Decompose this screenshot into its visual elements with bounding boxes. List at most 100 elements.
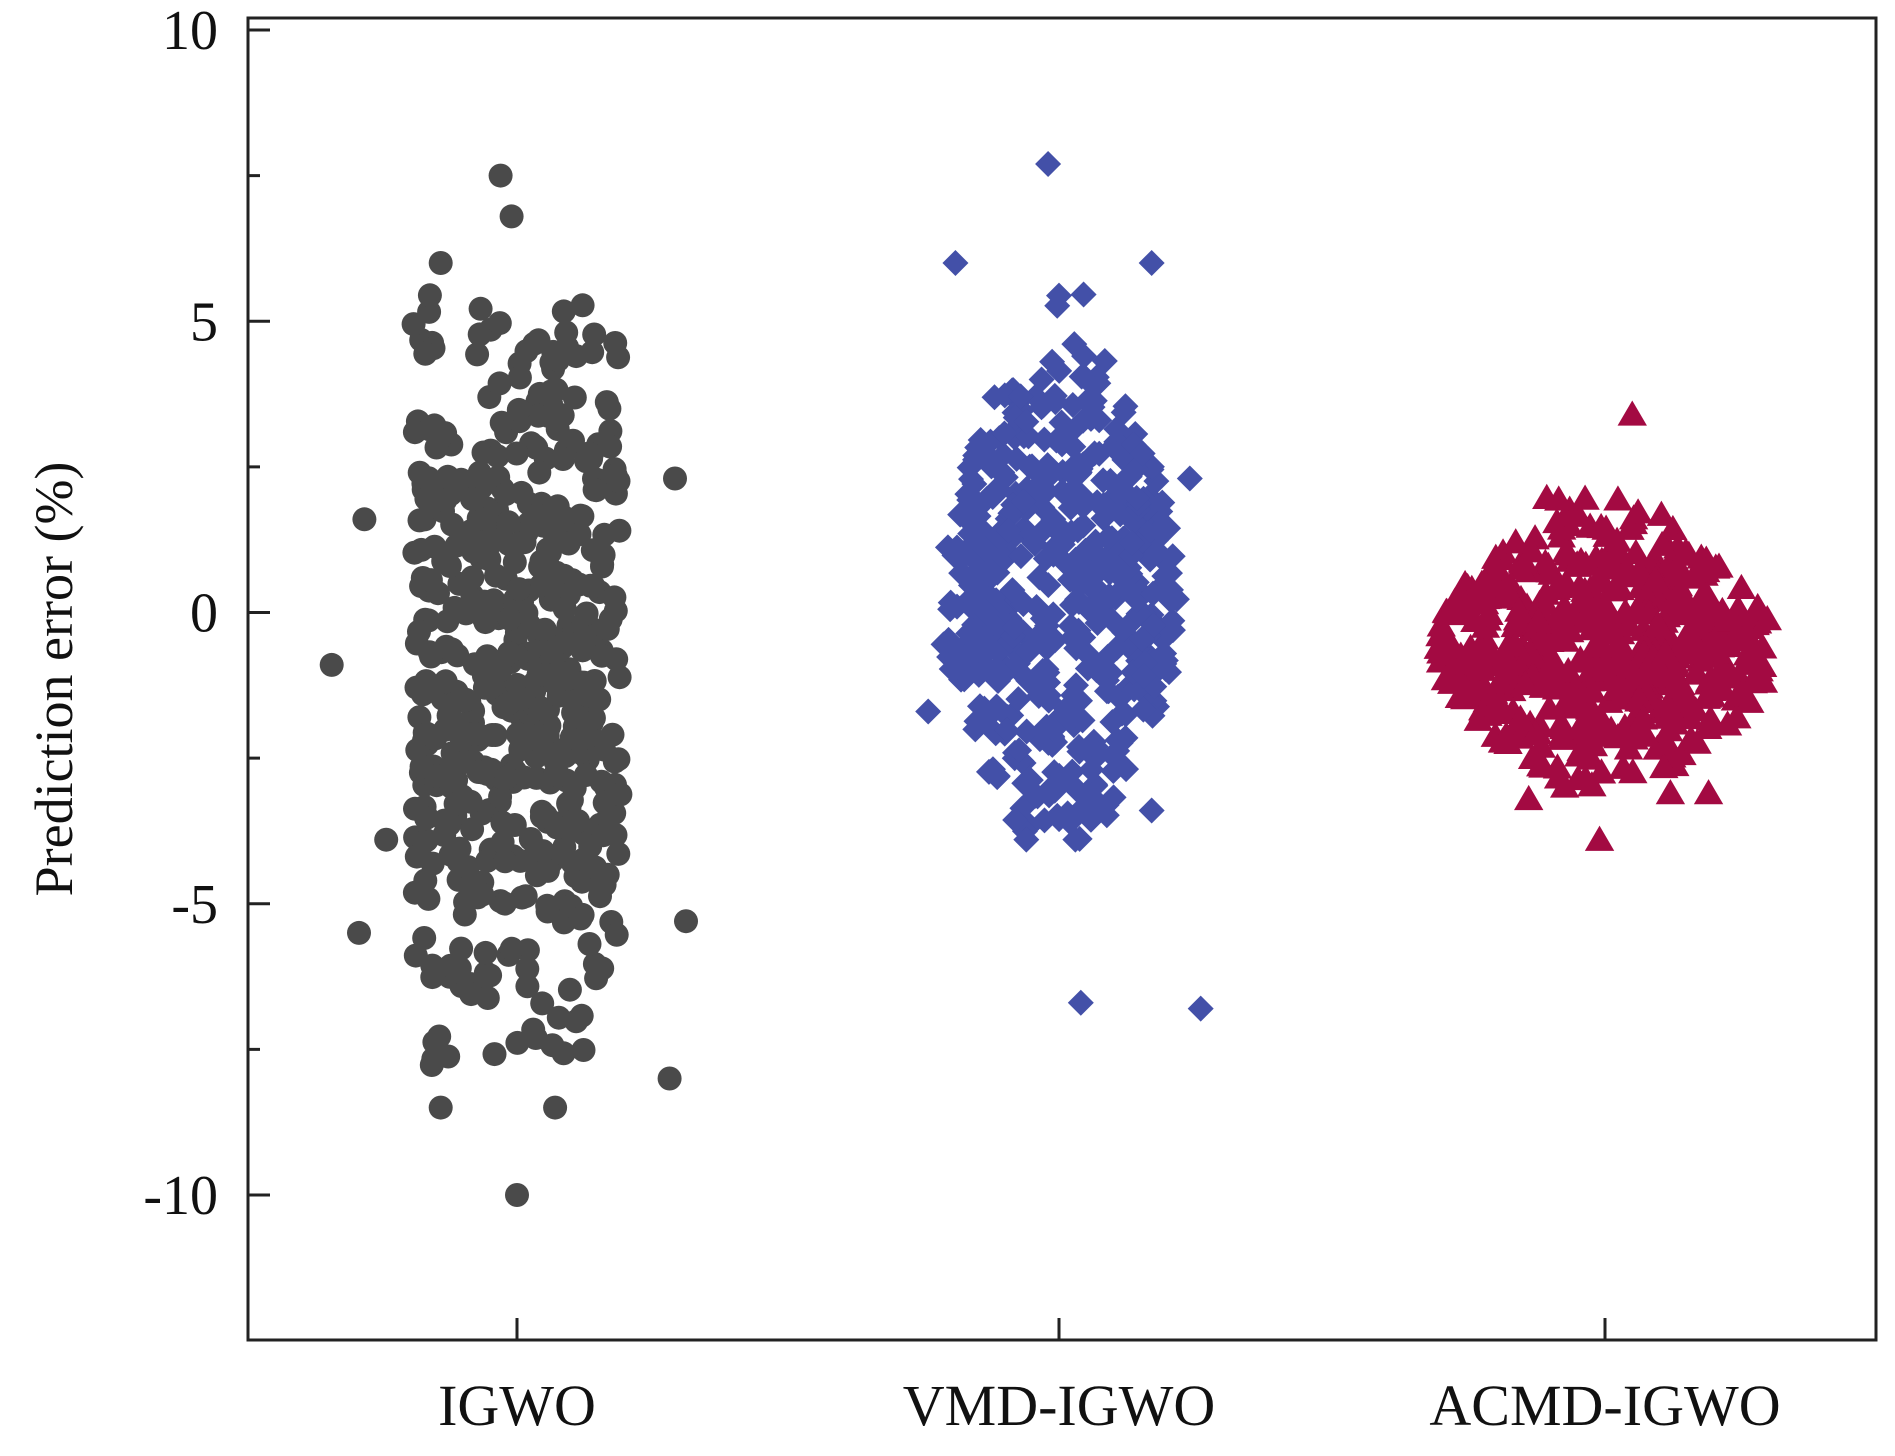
acmd-igwo-point [1711, 606, 1742, 632]
igwo-point [468, 296, 493, 321]
igwo-point [415, 721, 440, 746]
igwo-point [472, 589, 497, 614]
acmd-igwo-point [1520, 524, 1550, 550]
vmd-igwo-point [1006, 737, 1033, 764]
igwo-point [488, 784, 513, 809]
acmd-igwo-point [1601, 675, 1632, 701]
igwo-point [465, 342, 490, 367]
igwo-point [467, 322, 492, 347]
vmd-igwo-point [1023, 474, 1050, 501]
igwo-point [492, 891, 517, 916]
vmd-igwo-point [1147, 519, 1174, 546]
igwo-point [539, 379, 564, 404]
igwo-point [407, 460, 432, 485]
igwo-point [493, 849, 517, 874]
igwo-point [582, 322, 607, 347]
vmd-igwo-point [957, 520, 984, 547]
igwo-point [475, 644, 500, 669]
acmd-igwo-point [1500, 631, 1530, 657]
igwo-point [493, 482, 518, 507]
acmd-igwo-point [1517, 537, 1547, 563]
igwo-point [413, 670, 438, 695]
vmd-igwo-point [1066, 460, 1093, 487]
vmd-igwo-point [981, 384, 1008, 411]
igwo-point [512, 530, 537, 555]
acmd-igwo-outlier-point [1584, 825, 1615, 851]
vmd-igwo-point [971, 535, 998, 562]
vmd-igwo-point [1017, 767, 1044, 794]
vmd-igwo-outlier-point [942, 250, 969, 276]
vmd-igwo-point [1098, 606, 1125, 633]
igwo-point [518, 827, 543, 851]
vmd-igwo-point [971, 626, 998, 653]
igwo-point [490, 810, 515, 835]
acmd-igwo-point [1504, 596, 1534, 622]
acmd-igwo-point [1628, 704, 1659, 730]
igwo-point [497, 606, 522, 631]
vmd-igwo-point [1077, 598, 1104, 625]
acmd-igwo-point [1623, 498, 1653, 524]
igwo-outlier-point [499, 204, 524, 229]
vmd-igwo-point [1158, 587, 1185, 614]
igwo-point [504, 441, 529, 466]
igwo-point [499, 936, 524, 961]
vmd-igwo-point [1104, 737, 1131, 764]
acmd-igwo-point [1643, 610, 1673, 636]
igwo-point [536, 404, 561, 429]
points-layer [319, 150, 1782, 1207]
acmd-igwo-point [1565, 645, 1596, 671]
vmd-igwo-point [995, 517, 1022, 544]
igwo-point [530, 991, 555, 1016]
igwo-point [606, 345, 631, 370]
igwo-outlier-point [374, 827, 399, 852]
acmd-igwo-point [1747, 633, 1778, 659]
acmd-igwo-point [1592, 521, 1622, 547]
igwo-point [463, 722, 487, 746]
vmd-igwo-point [1090, 491, 1117, 518]
acmd-igwo-point [1426, 638, 1456, 664]
igwo-point [528, 696, 553, 721]
vmd-igwo-point [1033, 635, 1060, 662]
acmd-igwo-point [1624, 684, 1654, 710]
vmd-igwo-point [1070, 281, 1097, 308]
igwo-point [496, 510, 521, 535]
acmd-igwo-point [1570, 587, 1601, 613]
igwo-point [458, 873, 483, 898]
vmd-igwo-point [1112, 393, 1139, 420]
igwo-point [487, 311, 512, 336]
acmd-igwo-point [1582, 566, 1613, 593]
vmd-igwo-outlier-point [1062, 826, 1089, 853]
vmd-igwo-point [1007, 383, 1034, 410]
igwo-point [608, 782, 633, 807]
igwo-point [584, 966, 609, 991]
vmd-igwo-point [1109, 476, 1136, 503]
vmd-igwo-point [956, 454, 983, 481]
igwo-point [547, 660, 572, 685]
vmd-igwo-outlier-point [1138, 250, 1165, 276]
igwo-point [582, 477, 607, 502]
acmd-igwo-point [1456, 588, 1486, 614]
acmd-igwo-point [1682, 728, 1712, 754]
vmd-igwo-point [1094, 643, 1121, 670]
igwo-point [414, 806, 439, 831]
acmd-igwo-point [1692, 580, 1722, 607]
igwo-point [515, 956, 540, 981]
igwo-point [597, 396, 622, 421]
igwo-point [426, 421, 451, 446]
vmd-igwo-point [1068, 363, 1095, 390]
igwo-point [600, 722, 625, 747]
vmd-igwo-point [1001, 614, 1028, 641]
vmd-igwo-point [1086, 440, 1113, 467]
igwo-point [521, 1017, 546, 1042]
igwo-point [507, 577, 531, 602]
vmd-igwo-point [1031, 426, 1058, 453]
vmd-igwo-point [1007, 543, 1034, 570]
vmd-igwo-point [1016, 453, 1043, 480]
acmd-igwo-point [1603, 485, 1633, 511]
vmd-igwo-point [957, 572, 984, 599]
igwo-point [551, 299, 576, 324]
igwo-point [574, 682, 599, 707]
vmd-igwo-point [1113, 756, 1140, 783]
igwo-point [453, 687, 478, 712]
